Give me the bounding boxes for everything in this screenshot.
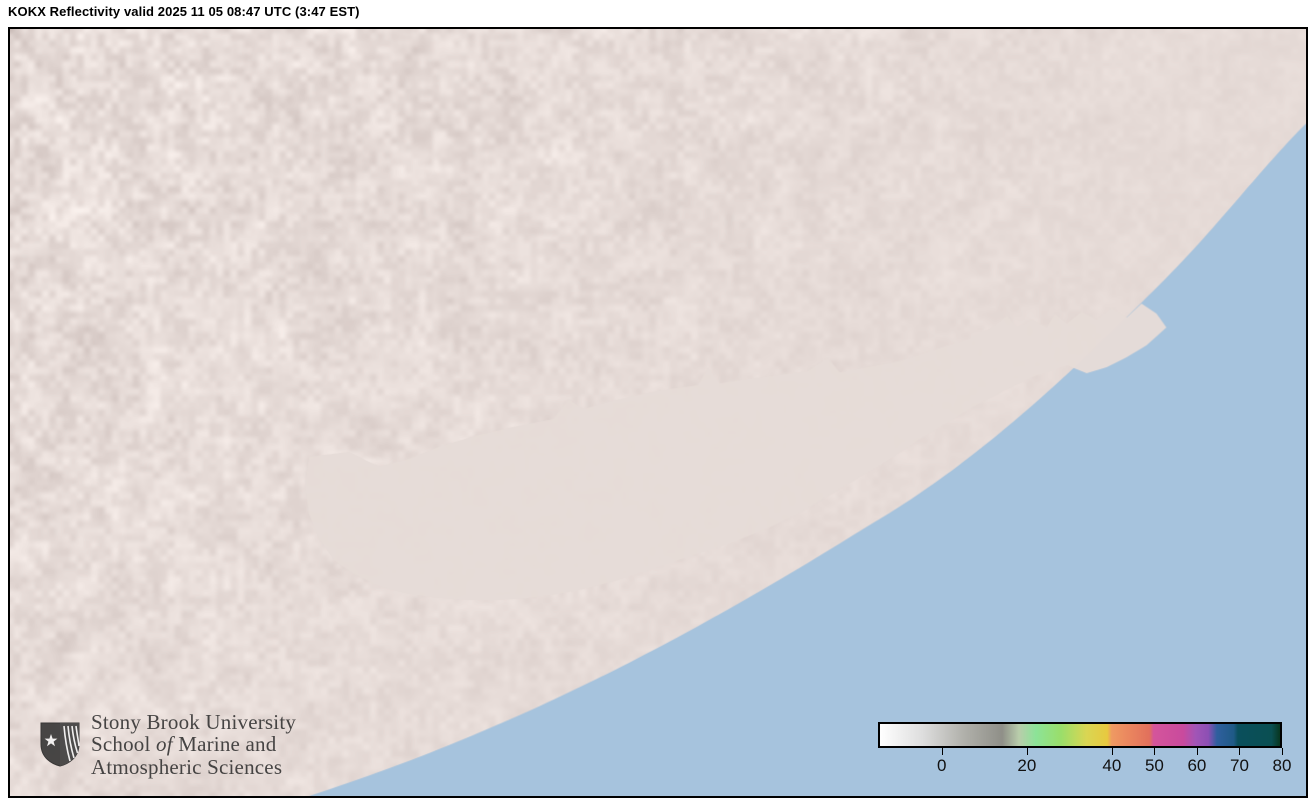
colorbar-tick-label: 0 <box>937 756 947 775</box>
radar-map-canvas[interactable] <box>10 29 1306 796</box>
radar-map[interactable]: Stony Brook University School of Marine … <box>8 27 1308 798</box>
colorbar-gradient <box>880 724 1280 746</box>
colorbar-tick <box>1154 748 1156 755</box>
reflectivity-colorbar: 0 20 40 50 60 70 80 <box>878 722 1291 778</box>
colorbar-tick <box>1196 748 1198 755</box>
colorbar-tick <box>1111 748 1113 755</box>
colorbar-tick-label: 40 <box>1102 756 1122 775</box>
colorbar-tick <box>1282 748 1283 755</box>
colorbar-tick <box>1026 748 1028 755</box>
colorbar-tick-label: 80 <box>1272 756 1292 775</box>
colorbar-ticks <box>878 748 1283 756</box>
page-title: KOKX Reflectivity valid 2025 11 05 08:47… <box>8 4 360 19</box>
colorbar-tick-label: 60 <box>1187 756 1207 775</box>
colorbar-tick <box>1239 748 1241 755</box>
colorbar-tick <box>941 748 943 755</box>
colorbar-bar <box>878 722 1282 748</box>
colorbar-labels: 0 20 40 50 60 70 80 <box>878 756 1291 778</box>
colorbar-tick-label: 50 <box>1144 756 1164 775</box>
colorbar-tick-label: 70 <box>1230 756 1249 775</box>
colorbar-tick-label: 20 <box>1017 756 1037 775</box>
